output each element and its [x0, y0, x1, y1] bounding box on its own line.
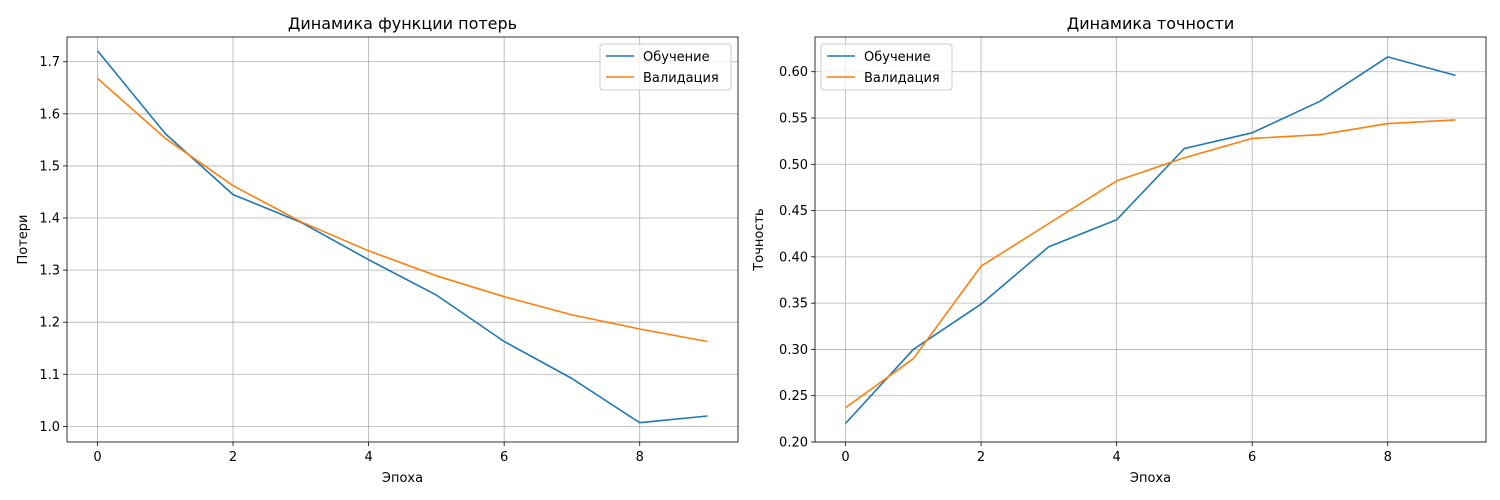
- legend-label: Обучение: [864, 50, 931, 65]
- loss-chart: 0 2 4 6 8 1.0 1.1 1.2 1.3 1.4 1.5 1.6 1.7 Динамика фу…: [16, 14, 739, 486]
- series-line-validation: [845, 119, 1456, 409]
- y-tick-label: 1.6: [39, 107, 60, 122]
- series-line-train: [844, 56, 1456, 425]
- y-tick-label: 0.30: [779, 343, 808, 358]
- y-axis-label: Точность: [752, 208, 767, 271]
- y-tick-label: 1.0: [39, 420, 60, 435]
- x-tick-label: 6: [500, 450, 508, 465]
- x-tick-label: 4: [1112, 450, 1120, 465]
- y-tick-label: 1.7: [39, 55, 60, 70]
- y-tick-label: 0.50: [779, 158, 808, 173]
- y-tick-label: 0.20: [779, 436, 808, 451]
- series-line-validation: [96, 77, 708, 343]
- x-tick-label: 8: [636, 450, 644, 465]
- x-tick-label: 2: [977, 450, 985, 465]
- axes-frame: [814, 36, 1487, 443]
- x-tick-label: 6: [1248, 450, 1256, 465]
- x-axis-label: Эпоха: [1130, 471, 1171, 486]
- chart-title: Динамика функции потерь: [288, 14, 517, 33]
- legend: Обучение Валидация: [820, 43, 953, 91]
- x-tick-label: 8: [1384, 450, 1392, 465]
- y-tick-label: 0.55: [779, 112, 808, 127]
- legend-label: Валидация: [643, 71, 719, 86]
- y-tick-label: 0.25: [779, 389, 808, 404]
- x-tick-label: 4: [364, 450, 372, 465]
- y-axis-label: Потери: [16, 214, 31, 264]
- y-tick-label: 0.35: [779, 297, 808, 312]
- axes-frame: [66, 36, 739, 443]
- accuracy-chart: 0 2 4 6 8 0.20 0.25 0.30 0.35 0.40 0.45 0.50 0.55 0.6…: [752, 14, 1487, 486]
- legend-label: Обучение: [643, 50, 710, 65]
- y-tick-label: 0.60: [779, 65, 808, 80]
- y-tick-label: 1.4: [39, 212, 60, 227]
- legend-label: Валидация: [864, 71, 940, 86]
- y-tick-label: 1.5: [39, 159, 60, 174]
- y-tick-label: 1.1: [39, 368, 60, 383]
- y-tick-label: 0.45: [779, 204, 808, 219]
- x-axis-label: Эпоха: [382, 471, 423, 486]
- x-tick-label: 0: [841, 450, 849, 465]
- x-tick-label: 0: [93, 450, 101, 465]
- x-tick-label: 2: [229, 450, 237, 465]
- series-line-train: [96, 50, 708, 424]
- chart-title: Динамика точности: [1067, 14, 1235, 33]
- y-tick-label: 1.2: [39, 316, 60, 331]
- legend: Обучение Валидация: [599, 43, 732, 91]
- y-tick-label: 0.40: [779, 250, 808, 265]
- y-tick-label: 1.3: [39, 264, 60, 279]
